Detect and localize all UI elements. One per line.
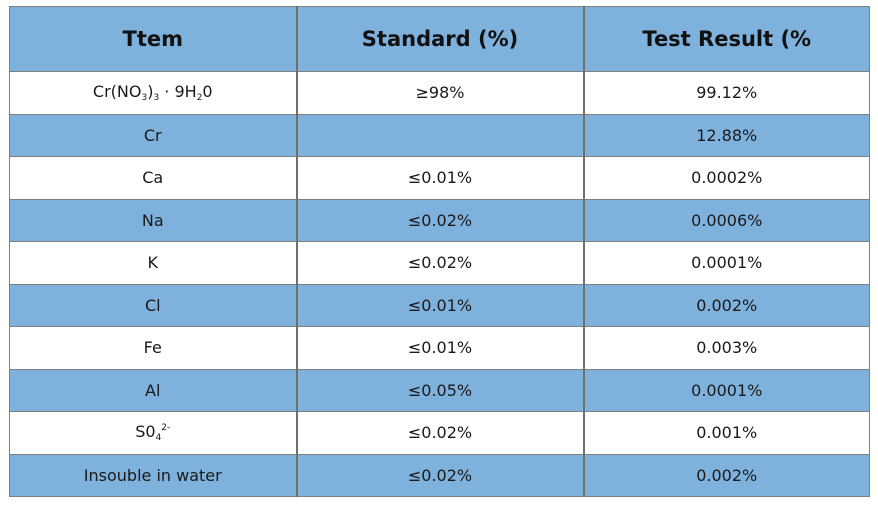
table-row: K ≤0.02% 0.0001% xyxy=(9,241,870,285)
header-standard: Standard (%) xyxy=(295,6,584,72)
result-cell: 0.001% xyxy=(582,411,870,455)
result-cell: 0.003% xyxy=(582,326,870,370)
table-row: Cr 12.88% xyxy=(9,113,870,157)
result-cell: 0.002% xyxy=(582,283,870,327)
table-row: Al ≤0.05% 0.0001% xyxy=(9,368,870,412)
table-row: S042- ≤0.02% 0.001% xyxy=(9,411,870,455)
standard-cell: ≤0.02% xyxy=(295,411,584,455)
formula-text: S042- xyxy=(135,422,171,444)
table-row: Cl ≤0.01% 0.002% xyxy=(9,283,870,327)
item-cell: K xyxy=(9,241,297,285)
standard-cell: ≥98% xyxy=(295,71,584,115)
table-row: Fe ≤0.01% 0.003% xyxy=(9,326,870,370)
result-cell: 12.88% xyxy=(582,113,870,157)
standard-cell: ≤0.02% xyxy=(295,198,584,242)
standard-cell: ≤0.02% xyxy=(295,453,584,497)
standard-cell xyxy=(295,113,584,157)
header-row: Ttem Standard (%) Test Result (% xyxy=(9,6,870,72)
item-cell: Cr(NO3)3 · 9H20 xyxy=(9,71,297,115)
test-result-table: Ttem Standard (%) Test Result (% Cr(NO3)… xyxy=(9,6,870,497)
item-cell: Cr xyxy=(9,113,297,157)
item-cell: S042- xyxy=(9,411,297,455)
table-row: Insouble in water ≤0.02% 0.002% xyxy=(9,453,870,497)
table-row: Na ≤0.02% 0.0006% xyxy=(9,198,870,242)
result-cell: 0.0001% xyxy=(582,368,870,412)
item-cell: Insouble in water xyxy=(9,453,297,497)
result-cell: 99.12% xyxy=(582,71,870,115)
header-test-result: Test Result (% xyxy=(582,6,870,72)
standard-cell: ≤0.01% xyxy=(295,156,584,200)
standard-cell: ≤0.01% xyxy=(295,283,584,327)
standard-cell: ≤0.02% xyxy=(295,241,584,285)
result-cell: 0.002% xyxy=(582,453,870,497)
item-cell: Na xyxy=(9,198,297,242)
item-cell: Ca xyxy=(9,156,297,200)
result-cell: 0.0001% xyxy=(582,241,870,285)
result-cell: 0.0002% xyxy=(582,156,870,200)
item-cell: Cl xyxy=(9,283,297,327)
formula-text: Cr(NO3)3 · 9H20 xyxy=(92,82,213,104)
table-row: Ca ≤0.01% 0.0002% xyxy=(9,156,870,200)
standard-cell: ≤0.01% xyxy=(295,326,584,370)
item-cell: Al xyxy=(9,368,297,412)
header-item: Ttem xyxy=(9,6,297,72)
item-cell: Fe xyxy=(9,326,297,370)
table-row: Cr(NO3)3 · 9H20 ≥98% 99.12% xyxy=(9,71,870,115)
result-cell: 0.0006% xyxy=(582,198,870,242)
standard-cell: ≤0.05% xyxy=(295,368,584,412)
